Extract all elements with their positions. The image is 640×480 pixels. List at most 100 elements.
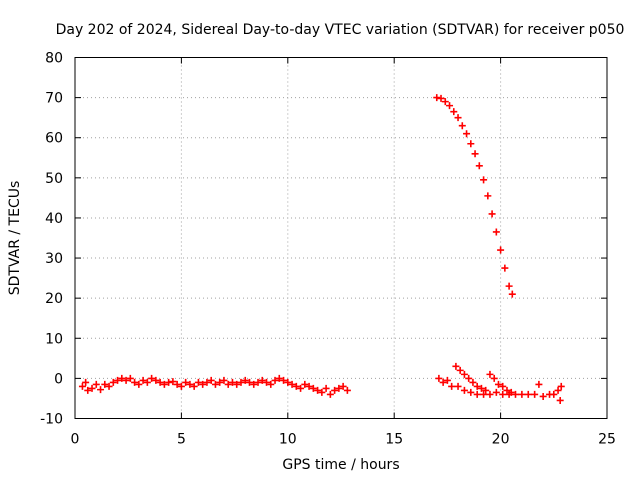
data-point	[237, 378, 245, 386]
data-point	[88, 384, 96, 392]
plot-frame	[74, 57, 608, 419]
data-point	[322, 384, 330, 392]
data-point	[318, 388, 326, 396]
y-tick-label: 60	[45, 131, 63, 147]
data-point	[169, 378, 177, 386]
data-point	[284, 378, 292, 386]
data-point	[331, 386, 339, 394]
data-point	[480, 390, 488, 398]
y-tick-label: 50	[45, 171, 63, 187]
data-point	[203, 378, 211, 386]
data-point	[511, 390, 519, 398]
data-point	[216, 378, 224, 386]
data-point	[118, 374, 126, 382]
data-point	[101, 380, 109, 388]
data-point	[228, 378, 236, 386]
data-point	[250, 380, 258, 388]
data-point	[301, 380, 309, 388]
data-point	[435, 374, 443, 382]
data-point	[473, 390, 481, 398]
data-point	[439, 378, 447, 386]
data-point	[326, 390, 334, 398]
data-point	[467, 140, 475, 148]
data-point	[539, 392, 547, 400]
data-point	[280, 376, 288, 384]
data-point	[458, 122, 466, 130]
data-point	[292, 382, 300, 390]
data-point	[460, 370, 468, 378]
data-point	[497, 246, 505, 254]
data-point	[182, 378, 190, 386]
data-point	[271, 376, 279, 384]
data-point	[194, 378, 202, 386]
data-point	[135, 380, 143, 388]
data-point	[437, 94, 445, 102]
data-point	[499, 390, 507, 398]
y-tick-label: 70	[45, 91, 63, 107]
data-point	[314, 386, 322, 394]
data-point	[456, 366, 464, 374]
data-point	[139, 376, 147, 384]
data-point	[446, 102, 454, 110]
data-point	[109, 378, 117, 386]
data-point	[131, 378, 139, 386]
data-point	[288, 380, 296, 388]
data-points	[78, 94, 565, 404]
data-point	[508, 290, 516, 298]
data-point	[490, 374, 498, 382]
data-point	[448, 382, 456, 390]
data-point	[486, 390, 494, 398]
data-point	[173, 380, 181, 388]
data-point	[488, 210, 496, 218]
data-point	[505, 390, 513, 398]
data-point	[105, 382, 113, 390]
data-point	[450, 108, 458, 116]
data-point	[254, 378, 262, 386]
data-point	[469, 378, 477, 386]
data-point	[463, 130, 471, 138]
data-point	[114, 376, 122, 384]
data-point	[557, 382, 565, 390]
data-point	[148, 374, 156, 382]
data-point	[165, 378, 173, 386]
data-point	[339, 382, 347, 390]
data-point	[84, 386, 92, 394]
data-point	[486, 370, 494, 378]
y-tick-label: 20	[45, 291, 63, 307]
data-point	[152, 376, 160, 384]
data-point	[518, 390, 526, 398]
data-point	[467, 388, 475, 396]
data-point	[499, 382, 507, 390]
data-point	[475, 162, 483, 170]
data-point	[258, 376, 266, 384]
x-tick-label: 0	[71, 432, 80, 448]
data-point	[556, 396, 564, 404]
data-point	[156, 378, 164, 386]
x-tick-label: 20	[492, 432, 510, 448]
data-point	[211, 380, 219, 388]
data-point	[275, 374, 283, 382]
x-tick-label: 5	[177, 432, 186, 448]
data-point	[199, 380, 207, 388]
data-point	[92, 380, 100, 388]
data-point	[143, 378, 151, 386]
data-point	[305, 382, 313, 390]
data-point	[309, 384, 317, 392]
data-point	[186, 380, 194, 388]
data-point	[97, 386, 105, 394]
data-point	[480, 176, 488, 184]
x-axis-label: GPS time / hours	[282, 457, 399, 473]
data-point	[482, 386, 490, 394]
data-point	[443, 376, 451, 384]
data-point	[524, 390, 532, 398]
data-point	[267, 380, 275, 388]
data-point	[224, 380, 232, 388]
y-tick-label: 0	[54, 371, 63, 387]
data-point	[492, 388, 500, 396]
data-point	[441, 98, 449, 106]
data-point	[494, 380, 502, 388]
data-point	[503, 386, 511, 394]
grid-lines	[75, 57, 607, 419]
data-point	[454, 114, 462, 122]
data-point	[531, 390, 539, 398]
